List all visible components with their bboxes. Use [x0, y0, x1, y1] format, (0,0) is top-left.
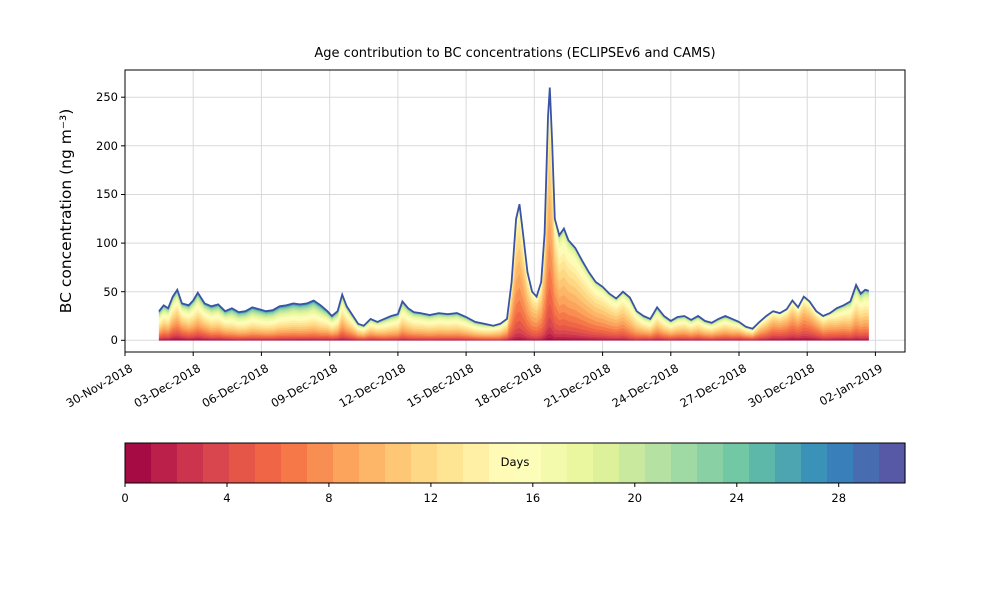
colorbar-segment: [879, 443, 906, 483]
colorbar-segment: [281, 443, 308, 483]
colorbar-tick-label: 28: [831, 491, 847, 505]
colorbar-segment: [567, 443, 594, 483]
colorbar-tick-label: 8: [325, 491, 333, 505]
colorbar-tick-label: 20: [627, 491, 643, 505]
colorbar-segment: [307, 443, 334, 483]
colorbar-tick-label: 0: [121, 491, 129, 505]
colorbar-tick-label: 16: [525, 491, 541, 505]
colorbar-segment: [385, 443, 412, 483]
colorbar-segment: [827, 443, 854, 483]
colorbar-segment: [359, 443, 386, 483]
colorbar-segment: [515, 443, 542, 483]
colorbar-segment: [489, 443, 516, 483]
colorbar-segment: [151, 443, 178, 483]
colorbar-segment: [541, 443, 568, 483]
y-tick-label: 250: [96, 90, 118, 105]
colorbar-label: Days: [500, 455, 530, 469]
colorbar-segment: [125, 443, 152, 483]
y-tick-label: 200: [96, 138, 118, 153]
colorbar-segment: [671, 443, 698, 483]
y-tick-label: 50: [103, 284, 118, 299]
colorbar-segment: [697, 443, 724, 483]
y-axis-label: BC concentration (ng m⁻³): [57, 108, 75, 314]
colorbar-tick-label: 12: [423, 491, 439, 505]
y-tick-label: 0: [110, 333, 118, 348]
colorbar-segment: [177, 443, 204, 483]
colorbar-segment: [775, 443, 802, 483]
colorbar-segment: [749, 443, 776, 483]
axes-border: [124, 69, 906, 353]
colorbar-segment: [203, 443, 230, 483]
colorbar-border: [124, 442, 906, 484]
y-tick-label: 100: [96, 236, 118, 251]
colorbar-segment: [853, 443, 880, 483]
colorbar-tick-label: 4: [223, 491, 231, 505]
colorbar-segment: [333, 443, 360, 483]
colorbar-segment: [255, 443, 282, 483]
colorbar-segment: [593, 443, 620, 483]
colorbar-segment: [411, 443, 438, 483]
colorbar-segment: [437, 443, 464, 483]
colorbar-segment: [229, 443, 256, 483]
total-envelope-line: [158, 87, 869, 330]
colorbar-segment: [645, 443, 672, 483]
colorbar-segment: [723, 443, 750, 483]
y-tick-label: 150: [96, 187, 118, 202]
colorbar-segment: [463, 443, 490, 483]
colorbar-segment: [801, 443, 828, 483]
colorbar-segment: [619, 443, 646, 483]
chart-title: Age contribution to BC concentrations (E…: [314, 46, 716, 61]
colorbar-tick-label: 24: [729, 491, 745, 505]
